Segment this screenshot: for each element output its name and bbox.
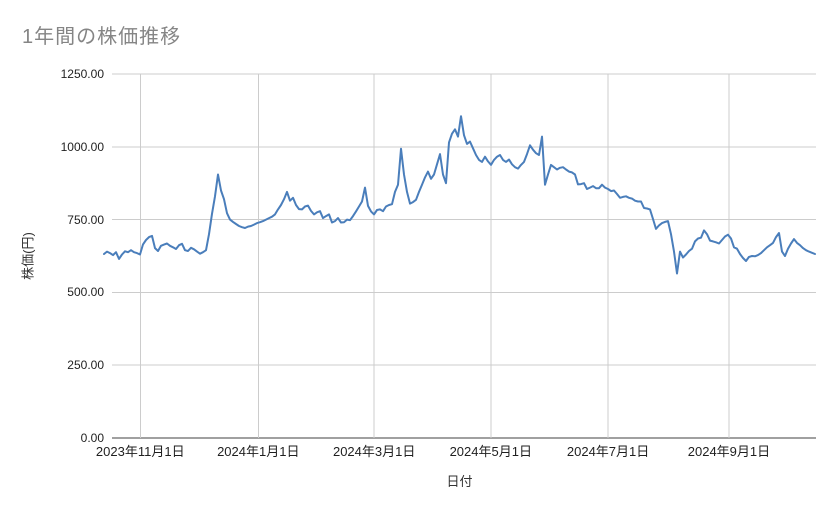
x-tick-label: 2024年1月1日 (217, 444, 300, 459)
stock-price-line[interactable] (103, 115, 816, 275)
y-tick-label: 500.00 (67, 285, 104, 300)
price-line-series (103, 115, 816, 275)
x-tick-label: 2024年9月1日 (687, 444, 771, 459)
y-tick-label: 0.00 (80, 431, 104, 445)
x-axis-title-text: 日付 (446, 474, 473, 489)
y-tick-label: 250.00 (67, 358, 104, 373)
x-tick-label: 2024年3月1日 (332, 444, 416, 459)
x-tick-label: 2024年7月1日 (566, 444, 650, 459)
x-tick-label: 2024年5月1日 (449, 444, 532, 459)
y-tick-label: 1250.00 (60, 67, 104, 81)
chart-title: 1年間の株価推移 (22, 26, 182, 48)
gridlines (112, 73, 816, 439)
x-axis-title: 日付 (0, 471, 839, 490)
y-tick-label: 750.00 (67, 212, 104, 227)
y-tick-label: 1000.00 (60, 139, 104, 154)
x-tick-label: 2023年11月1日 (95, 444, 185, 459)
